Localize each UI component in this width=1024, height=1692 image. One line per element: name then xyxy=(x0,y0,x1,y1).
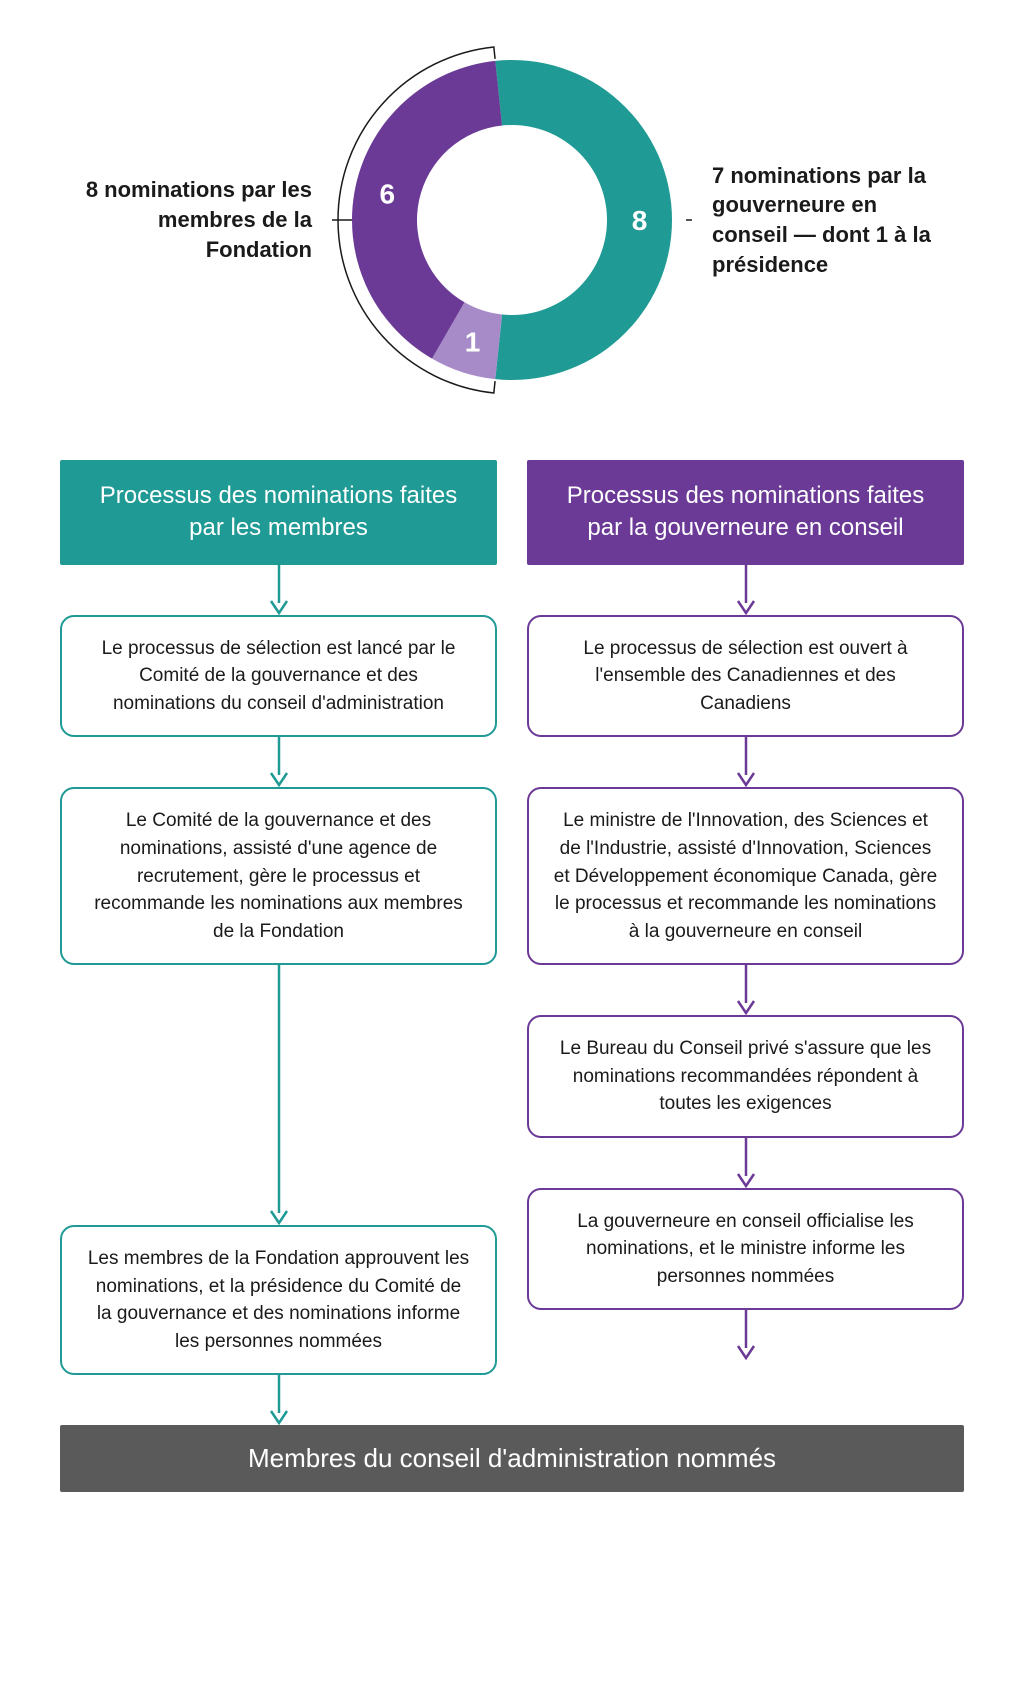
arrow-down-icon xyxy=(527,1138,964,1188)
arrow-down-icon xyxy=(527,1310,964,1360)
donut-section: 8 nominations par les membres de la Fond… xyxy=(60,40,964,400)
step-box: Le Bureau du Conseil privé s'assure que … xyxy=(527,1015,964,1138)
flow-columns: Processus des nominations faites par les… xyxy=(60,460,964,1425)
final-box: Membres du conseil d'administration nomm… xyxy=(60,1425,964,1492)
donut-segment-label: 6 xyxy=(379,178,395,209)
donut-segment-label: 1 xyxy=(465,326,481,357)
left-column: Processus des nominations faites par les… xyxy=(60,460,497,1425)
donut-segment-label: 8 xyxy=(632,205,648,236)
arrow-down-icon xyxy=(527,565,964,615)
step-box: Les membres de la Fondation approuvent l… xyxy=(60,1225,497,1375)
arrow-down-icon xyxy=(60,965,497,1225)
column-header: Processus des nominations faites par la … xyxy=(527,460,964,565)
donut-right-label: 7 nominations par la gouverneure en cons… xyxy=(712,161,942,280)
arrow-down-icon xyxy=(60,737,497,787)
donut-left-label: 8 nominations par les membres de la Fond… xyxy=(82,175,312,264)
column-header: Processus des nominations faites par les… xyxy=(60,460,497,565)
arrow-down-icon xyxy=(527,737,964,787)
arrow-down-icon xyxy=(60,565,497,615)
arrow-down-icon xyxy=(60,1375,497,1425)
donut-chart: 8 1 6 xyxy=(332,40,692,400)
step-box: Le processus de sélection est ouvert à l… xyxy=(527,615,964,738)
step-box: La gouverneure en conseil officialise le… xyxy=(527,1188,964,1311)
step-box: Le processus de sélection est lancé par … xyxy=(60,615,497,738)
step-box: Le Comité de la gouvernance et des nomin… xyxy=(60,787,497,965)
step-box: Le ministre de l'Innovation, des Science… xyxy=(527,787,964,965)
arrow-down-icon xyxy=(527,965,964,1015)
right-column: Processus des nominations faites par la … xyxy=(527,460,964,1425)
